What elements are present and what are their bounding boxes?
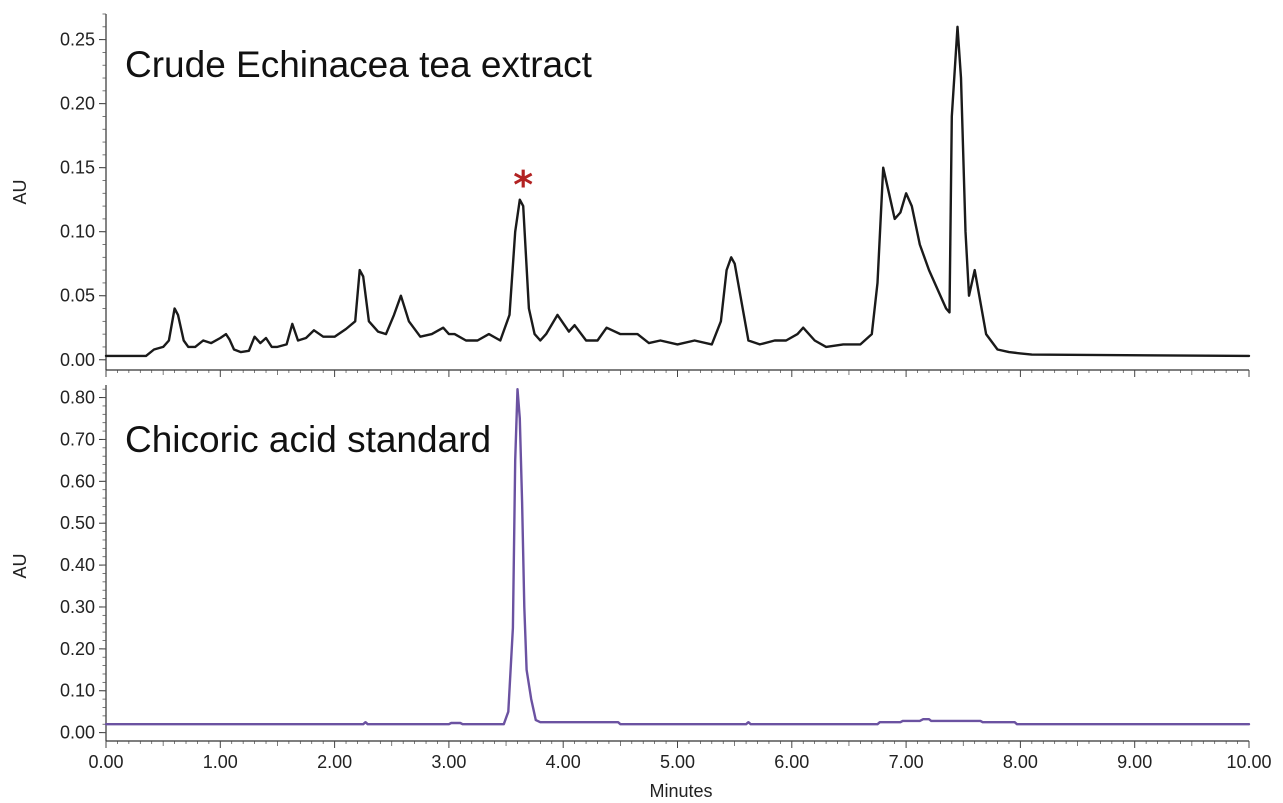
series-line bbox=[104, 25, 1251, 358]
y-tick-label: 0.80 bbox=[60, 388, 95, 408]
y-tick-label: 0.70 bbox=[60, 429, 95, 449]
y-tick-label: 0.00 bbox=[60, 723, 95, 743]
y-tick-label: 0.05 bbox=[60, 286, 95, 306]
y-tick-label: 0.10 bbox=[60, 681, 95, 701]
y-tick-label: 0.20 bbox=[60, 94, 95, 114]
x-tick-label: 3.00 bbox=[431, 752, 466, 772]
x-tick-label: 8.00 bbox=[1003, 752, 1038, 772]
y-tick-label: 0.20 bbox=[60, 639, 95, 659]
x-tick-label: 5.00 bbox=[660, 752, 695, 772]
y-tick-label: 0.60 bbox=[60, 471, 95, 491]
y-tick-label: 0.50 bbox=[60, 513, 95, 533]
y-axis-label-bottom: AU bbox=[10, 553, 30, 578]
y-tick-label: 0.00 bbox=[60, 350, 95, 370]
x-tick-label: 9.00 bbox=[1117, 752, 1152, 772]
series-line bbox=[104, 388, 1251, 726]
x-tick-label: 4.00 bbox=[546, 752, 581, 772]
x-tick-label: 10.00 bbox=[1226, 752, 1271, 772]
peak-marker-asterisk: * bbox=[513, 163, 533, 207]
panel-chicoric-standard: Chicoric acid standard AU Minutes 0.00 0.… bbox=[10, 385, 1272, 801]
x-tick-label: 7.00 bbox=[889, 752, 924, 772]
y-tick-label: 0.40 bbox=[60, 555, 95, 575]
x-tick-label: 6.00 bbox=[774, 752, 809, 772]
x-tick-label: 0.00 bbox=[88, 752, 123, 772]
panel-title-chicoric-standard: Chicoric acid standard bbox=[125, 419, 491, 460]
x-tick-label: 1.00 bbox=[203, 752, 238, 772]
y-tick-label: 0.10 bbox=[60, 222, 95, 242]
panel-title-crude-extract: Crude Echinacea tea extract bbox=[125, 44, 593, 85]
y-tick-label: 0.15 bbox=[60, 158, 95, 178]
x-tick-label: 2.00 bbox=[317, 752, 352, 772]
y-tick-label: 0.25 bbox=[60, 30, 95, 50]
x-axis-label: Minutes bbox=[649, 781, 712, 801]
y-axis-label-top: AU bbox=[10, 179, 30, 204]
panel-crude-extract: Crude Echinacea tea extract AU 0.00 0.05 0… bbox=[10, 13, 1251, 377]
y-tick-label: 0.30 bbox=[60, 597, 95, 617]
